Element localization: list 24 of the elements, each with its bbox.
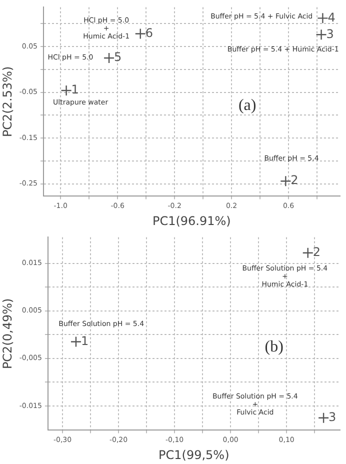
x-axis-title: PC1(99,5%) bbox=[158, 448, 230, 462]
annotation: (b) bbox=[264, 338, 284, 356]
point bbox=[318, 412, 330, 424]
y-axis-title: PC2(2.53%) bbox=[0, 66, 14, 138]
point bbox=[134, 28, 146, 40]
series-label: 1 bbox=[80, 334, 89, 348]
point bbox=[60, 84, 72, 96]
point bbox=[280, 176, 292, 187]
point bbox=[302, 247, 314, 258]
x-axis-title: PC1(96.91%) bbox=[152, 214, 231, 228]
series-label: 4 bbox=[328, 10, 336, 24]
point bbox=[317, 12, 328, 24]
series-label: 2 bbox=[290, 173, 298, 188]
series-label: 2 bbox=[312, 245, 321, 260]
point bbox=[316, 29, 327, 40]
series-label: 1 bbox=[71, 82, 79, 97]
annotation: (a) bbox=[238, 96, 256, 114]
series-label: 6 bbox=[145, 26, 154, 40]
point bbox=[103, 52, 115, 64]
y-axis-title: PC2(0,49%) bbox=[0, 298, 14, 370]
point bbox=[70, 336, 82, 348]
series-label: 3 bbox=[328, 410, 336, 424]
series-label: 3 bbox=[326, 26, 334, 41]
series-label: 5 bbox=[114, 50, 122, 64]
